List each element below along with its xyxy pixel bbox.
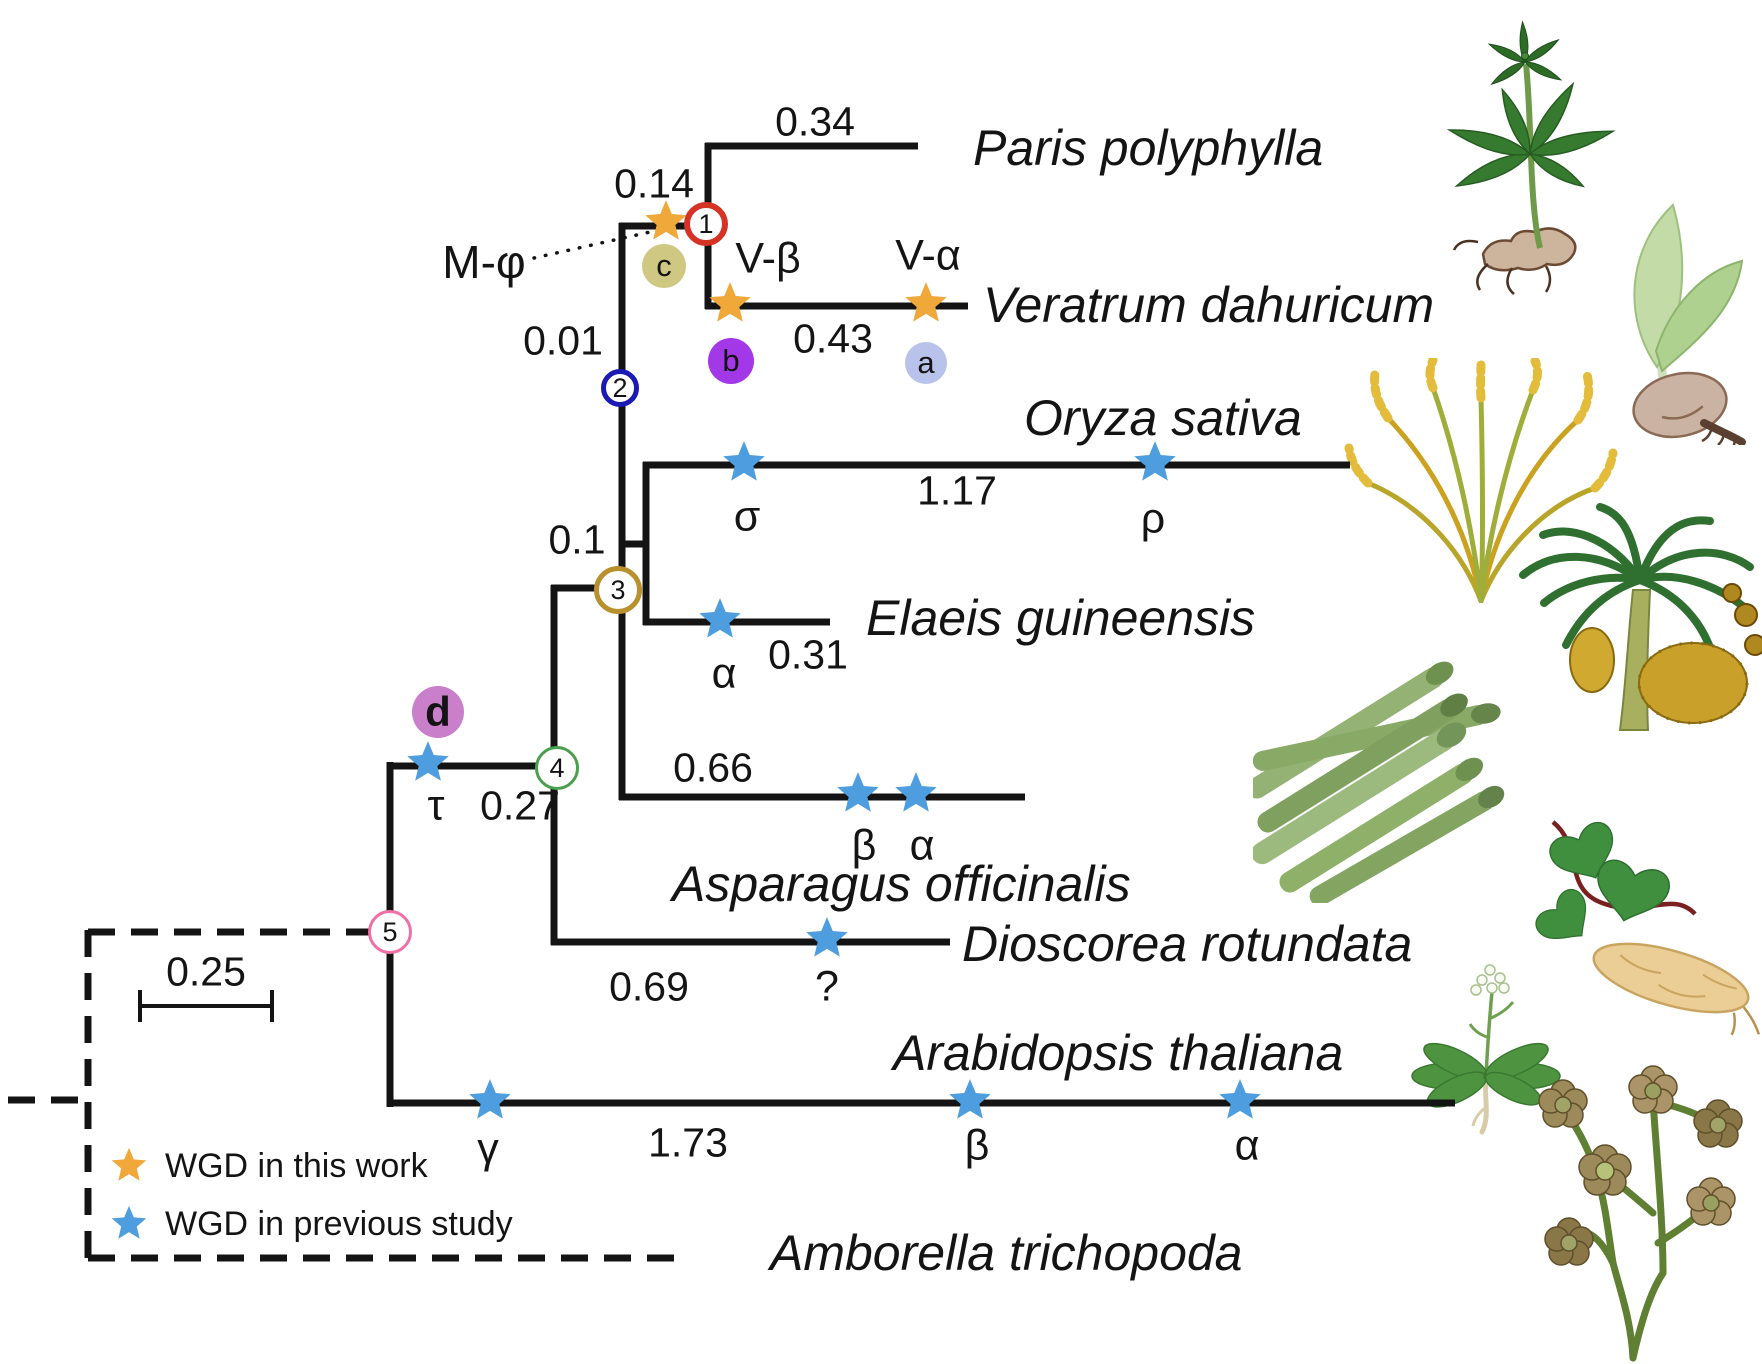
wgd-label-v-beta: V-β	[735, 234, 801, 283]
wgd-label-asparagus-alpha: α	[909, 821, 935, 870]
wgd-star-v-alpha	[905, 282, 947, 322]
node-4-label: 4	[549, 752, 565, 783]
wgd-label-arabidopsis-beta: β	[964, 1121, 990, 1170]
mphi-leader-dots	[532, 230, 652, 260]
badge-b: b	[708, 338, 754, 384]
wgd-label-tau: τ	[427, 781, 445, 830]
monocot-stem-length: 0.27	[480, 782, 560, 829]
badge-c-label: c	[656, 248, 672, 283]
node-2-label: 2	[612, 372, 628, 403]
legend-item-previous-study: WGD in previous study	[165, 1205, 513, 1243]
wgd-star-asparagus-alpha	[895, 772, 937, 812]
badge-d-label: d	[425, 688, 451, 735]
node-2-circle: 2	[601, 369, 639, 407]
node-1-label: 1	[698, 208, 714, 239]
liliales-stem-length: 0.14	[614, 160, 694, 207]
wgd-star-arabidopsis-beta	[949, 1079, 991, 1119]
oryza-branch-length: 1.17	[917, 467, 997, 514]
wgd-star-gamma	[469, 1079, 511, 1119]
wgd-label-sigma: σ	[733, 492, 761, 541]
species-label-arabidopsis: Arabidopsis thaliana	[893, 1025, 1344, 1081]
node2-stem-length: 0.01	[523, 317, 603, 364]
amborella-image	[1538, 1065, 1743, 1362]
wgd-label-arabidopsis-alpha: α	[1234, 1121, 1260, 1170]
wgd-label-elaeis-alpha: α	[711, 649, 737, 698]
legend-star-this-work	[111, 1147, 147, 1181]
species-label-dioscorea: Dioscorea rotundata	[962, 916, 1413, 972]
scale-bar-label: 0.25	[166, 948, 246, 995]
dioscorea-vine-image	[1535, 820, 1760, 1036]
wgd-star-dioscorea-unknown	[806, 917, 848, 957]
species-label-veratrum: Veratrum dahuricum	[983, 277, 1435, 333]
legend-star-previous-study	[111, 1205, 147, 1239]
legend-item-this-work: WGD in this work	[165, 1147, 428, 1185]
oil-palm-image	[1519, 503, 1762, 731]
species-label-elaeis: Elaeis guineensis	[866, 590, 1256, 646]
arabidopsis-image	[1411, 964, 1561, 1135]
node-3-circle: 3	[594, 566, 642, 614]
badge-b-label: b	[722, 343, 740, 378]
species-label-paris: Paris polyphylla	[973, 120, 1324, 176]
arabidopsis-branch-length: 1.73	[648, 1119, 728, 1166]
wgd-label-rho: ρ	[1140, 494, 1166, 543]
species-label-oryza: Oryza sativa	[1024, 390, 1302, 446]
wgd-star-tau	[407, 741, 449, 781]
rice-plant-image	[1344, 358, 1618, 603]
species-label-amborella: Amborella trichopoda	[770, 1225, 1243, 1281]
wgd-star-asparagus-beta	[837, 772, 879, 812]
wgd-label-dioscorea-unknown: ?	[815, 962, 839, 1011]
paris-polyphylla-image	[1446, 20, 1616, 295]
node-4-circle: 4	[535, 746, 579, 790]
wgd-star-elaeis-alpha	[699, 598, 741, 638]
wgd-star-rho	[1134, 441, 1176, 481]
wgd-label-asparagus-beta: β	[851, 821, 877, 870]
wgd-label-mphi: M-φ	[442, 236, 526, 288]
paris-branch-length: 0.34	[775, 98, 855, 145]
badge-d: d	[412, 686, 464, 738]
node-5-label: 5	[382, 916, 398, 947]
node-5-circle: 5	[368, 910, 412, 954]
node-1-circle: 1	[684, 202, 728, 246]
species-label-asparagus: Asparagus officinalis	[672, 856, 1131, 912]
scale-bar	[138, 990, 274, 1022]
badge-a-label: a	[917, 345, 935, 380]
oryza-elaeis-stem-length: 0.1	[548, 516, 606, 563]
wgd-star-sigma	[723, 441, 765, 481]
wgd-label-gamma: γ	[477, 1124, 499, 1173]
asparagus-branch-length: 0.66	[673, 744, 753, 791]
veratrum-branch-length: 0.43	[793, 315, 873, 362]
wgd-label-v-alpha: V-α	[895, 231, 961, 280]
asparagus-image	[1253, 661, 1505, 903]
wgd-star-arabidopsis-alpha	[1219, 1079, 1261, 1119]
elaeis-branch-length: 0.31	[768, 631, 848, 678]
wgd-star-v-beta	[709, 282, 751, 322]
dioscorea-branch-length: 0.69	[609, 963, 689, 1010]
badge-c: c	[642, 244, 686, 288]
badge-a: a	[905, 342, 947, 384]
veratrum-seedling-image	[1632, 203, 1746, 445]
node-3-label: 3	[610, 574, 626, 605]
